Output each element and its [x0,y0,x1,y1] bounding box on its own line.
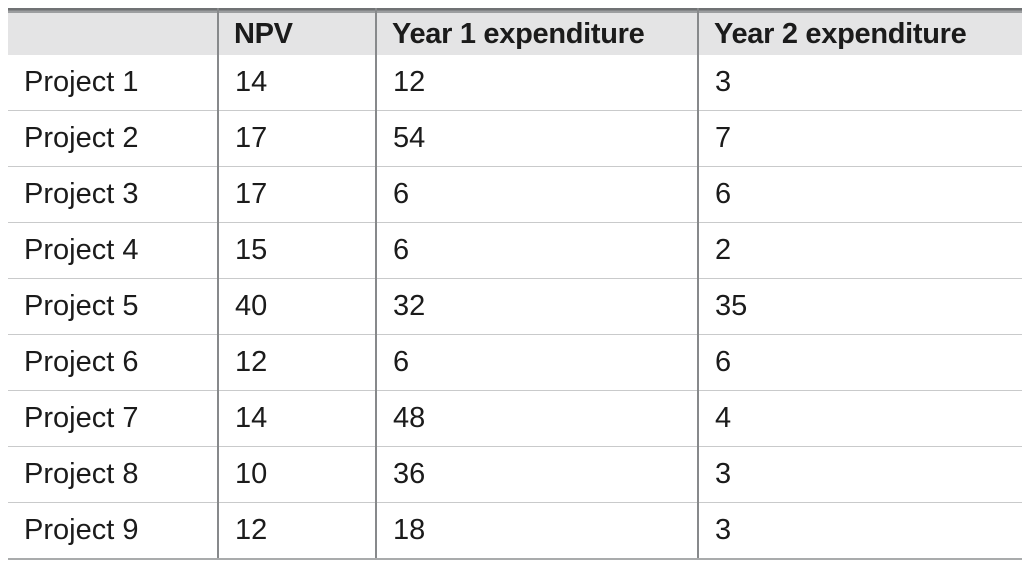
projects-data-table: NPV Year 1 expenditure Year 2 expenditure … [8,13,1022,560]
cell-value: 6 [375,222,698,279]
cell-value: 10 [217,446,376,503]
row-label: Project 4 [8,222,218,279]
table-top-rule [8,8,1022,13]
column-header: Year 2 expenditure [697,13,1022,55]
column-header: Year 1 expenditure [375,13,698,55]
header-row: NPV Year 1 expenditure Year 2 expenditure [8,13,1022,55]
cell-value: 6 [375,334,698,391]
row-label: Project 6 [8,334,218,391]
cell-value: 17 [217,110,376,167]
cell-value: 17 [217,166,376,223]
cell-value: 7 [697,110,1022,167]
cell-value: 14 [217,55,376,111]
table-row: Project 1 14 12 3 [8,55,1022,111]
row-label: Project 8 [8,446,218,503]
cell-value: 15 [217,222,376,279]
table-row: Project 4 15 6 2 [8,222,1022,279]
cell-value: 14 [217,390,376,447]
cell-value: 12 [217,502,376,560]
table-row: Project 5 40 32 35 [8,278,1022,335]
cell-value: 48 [375,390,698,447]
column-separator-overhang [375,8,377,16]
projects-table: NPV Year 1 expenditure Year 2 expenditure … [8,8,1022,560]
column-separator-overhang [217,8,219,16]
table-row: Project 6 12 6 6 [8,334,1022,391]
cell-value: 54 [375,110,698,167]
column-separator-overhang [697,8,699,16]
row-label: Project 2 [8,110,218,167]
table-row: Project 3 17 6 6 [8,166,1022,223]
row-label: Project 9 [8,502,218,560]
column-header: NPV [217,13,376,55]
cell-value: 3 [697,502,1022,560]
cell-value: 36 [375,446,698,503]
table-body: Project 1 14 12 3 Project 2 17 54 7 Project 3 17 6… [8,55,1022,560]
cell-value: 35 [697,278,1022,335]
cell-value: 4 [697,390,1022,447]
row-label: Project 5 [8,278,218,335]
cell-value: 3 [697,446,1022,503]
cell-value: 6 [697,334,1022,391]
table-row: Project 8 10 36 3 [8,446,1022,503]
table-row: Project 7 14 48 4 [8,390,1022,447]
row-label: Project 1 [8,55,218,111]
table-row: Project 9 12 18 3 [8,502,1022,560]
cell-value: 2 [697,222,1022,279]
row-label-column-header [8,13,218,55]
cell-value: 12 [375,55,698,111]
cell-value: 3 [697,55,1022,111]
cell-value: 6 [375,166,698,223]
cell-value: 6 [697,166,1022,223]
cell-value: 40 [217,278,376,335]
cell-value: 32 [375,278,698,335]
row-label: Project 3 [8,166,218,223]
row-label: Project 7 [8,390,218,447]
table-row: Project 2 17 54 7 [8,110,1022,167]
cell-value: 18 [375,502,698,560]
cell-value: 12 [217,334,376,391]
